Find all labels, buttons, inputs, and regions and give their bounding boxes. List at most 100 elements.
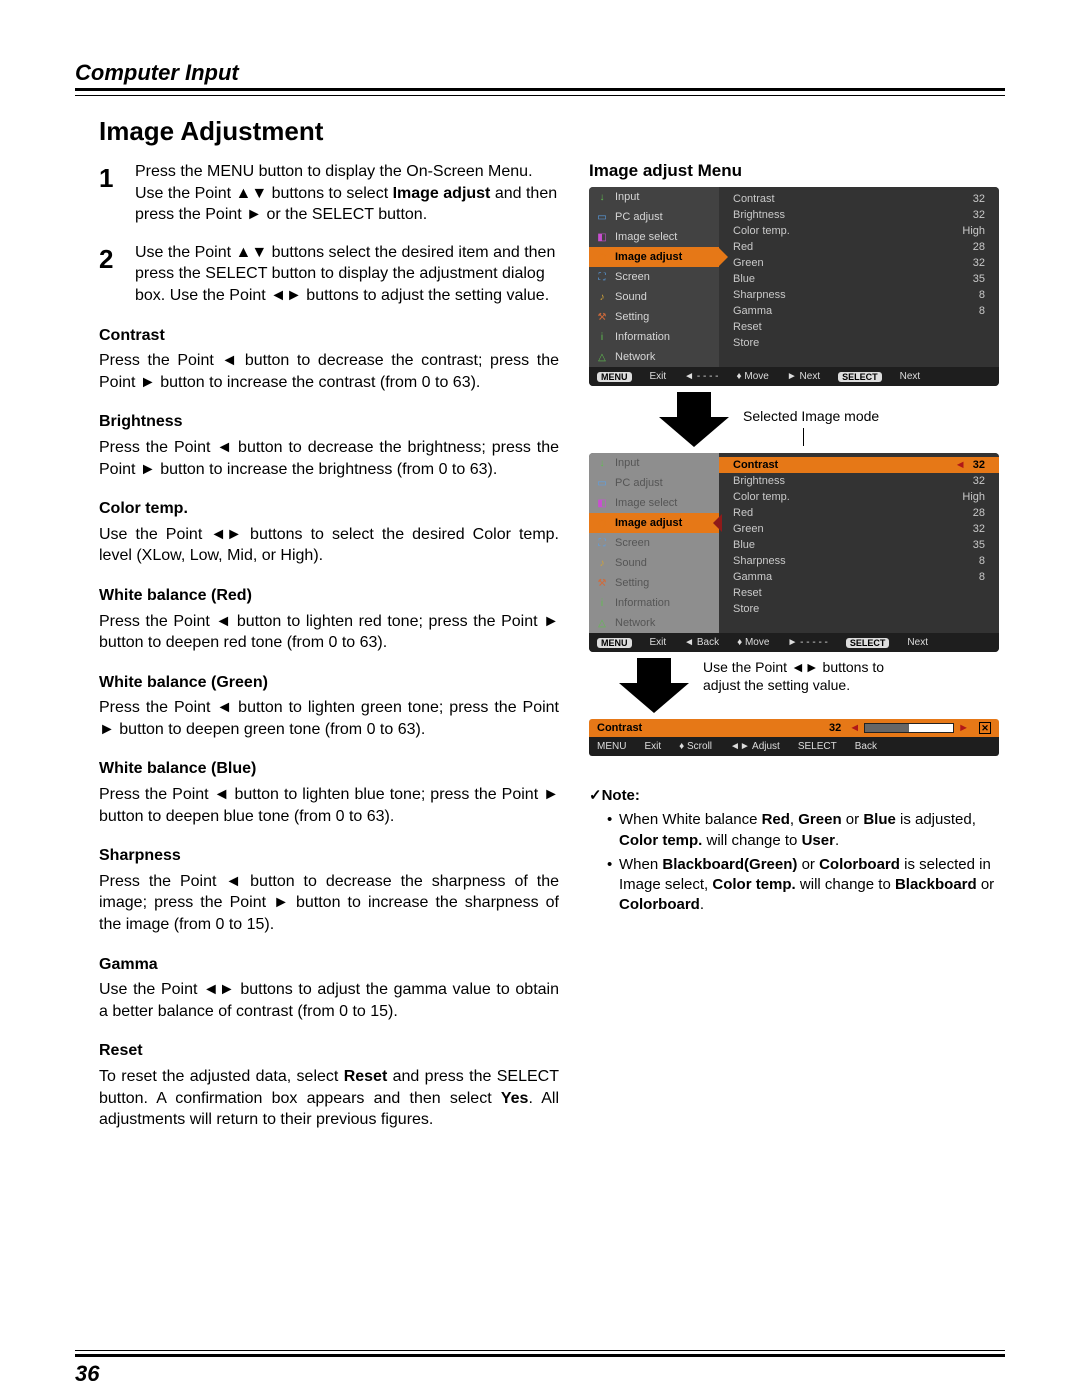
t-bold: Colorboard	[619, 896, 700, 913]
main-value: 35	[973, 273, 985, 285]
pointer-line	[803, 428, 879, 446]
sidebar-label: Network	[615, 351, 655, 363]
menu-icon: ▭	[595, 476, 609, 490]
sidebar-item: ◉Image adjust	[589, 247, 719, 267]
main-label: Gamma	[733, 571, 772, 583]
main-value: 32	[973, 523, 985, 535]
t-bold: Blackboard	[895, 876, 977, 893]
bar-move: ♦ Move	[737, 371, 769, 382]
main-item: Blue35	[719, 271, 999, 287]
sidebar-item: ▭ PC adjust	[589, 473, 719, 493]
sidebar-label: PC adjust	[615, 211, 663, 223]
sidebar-label: Setting	[615, 577, 649, 589]
main-item: Color temp.High	[719, 223, 999, 239]
main-label: Green	[733, 257, 764, 269]
main-label: Color temp.	[733, 225, 790, 237]
main-item: Store	[719, 335, 999, 351]
left-column: 1 Press the MENU button to display the O…	[99, 161, 559, 1131]
note-heading: ✓Note:	[589, 786, 1005, 806]
menu-icon: ↓	[595, 456, 609, 470]
right-tri-icon: ►	[958, 722, 969, 734]
bar-exit: Exit	[650, 637, 667, 648]
sidebar-label: Information	[615, 331, 670, 343]
main-item: Blue 35	[719, 537, 999, 553]
main-value: 8	[979, 555, 985, 567]
sidebar-item: ◧ Image select	[589, 493, 719, 513]
bar-exit: Exit	[650, 371, 667, 382]
sidebar-label: Screen	[615, 537, 650, 549]
select-tag: SELECT	[846, 638, 890, 648]
main-label: Reset	[733, 321, 762, 333]
menu-icon: △	[595, 350, 609, 364]
main-label: Sharpness	[733, 555, 786, 567]
caption-selected: Selected Image mode	[743, 408, 879, 424]
osd-main: Contrast◄ 32Brightness32Color temp.HighR…	[719, 453, 999, 633]
adj-h-wbred: White balance (Red)	[99, 585, 559, 607]
t-bold: Image adjust	[393, 185, 491, 202]
adj-h-wbblue: White balance (Blue)	[99, 758, 559, 780]
adj-body: Press the Point ◄ button to lighten gree…	[99, 697, 559, 740]
sidebar-label: PC adjust	[615, 477, 663, 489]
main-item: Store	[719, 601, 999, 617]
t-bold: Color temp.	[712, 876, 795, 893]
osd-sidebar: ↓Input▭PC adjust◧Image select◉Image adju…	[589, 187, 719, 367]
sidebar-item: ▭ PC adjust	[589, 207, 719, 227]
menu-tag: MENU	[597, 638, 632, 648]
osd-help-bar: MENU Exit ◄ - - - - ♦ Move ► Next SELECT…	[589, 367, 999, 386]
menu-tag: MENU	[597, 372, 632, 382]
note-block: ✓Note: When White balance Red, Green or …	[589, 786, 1005, 916]
main-item: Green 32	[719, 521, 999, 537]
menu-icon: i	[595, 596, 609, 610]
adj-body: Press the Point ◄ button to decrease the…	[99, 350, 559, 393]
adj-h-reset: Reset	[99, 1040, 559, 1062]
t: .	[835, 832, 839, 849]
sidebar-item: ◉Image adjust	[589, 513, 719, 533]
adj-body: Use the Point ◄► buttons to adjust the g…	[99, 979, 559, 1022]
adjust-strip: Contrast 32 ◄ ► ✕	[589, 719, 999, 737]
main-label: Red	[733, 241, 753, 253]
down-arrow-icon	[619, 658, 689, 713]
main-label: Brightness	[733, 209, 785, 221]
bar-exit: Exit	[644, 741, 661, 752]
t: or	[797, 856, 819, 873]
menu-icon: ↓	[595, 190, 609, 204]
section-header: Computer Input	[75, 60, 1005, 91]
t-bold: Color temp.	[619, 832, 702, 849]
select-tag: SELECT	[798, 741, 837, 752]
menu-icon: ⛶	[595, 536, 609, 550]
main-value: 35	[973, 539, 985, 551]
menu-icon: ◉	[595, 516, 609, 530]
page-footer	[75, 1350, 1005, 1357]
main-label: Red	[733, 507, 753, 519]
main-label: Reset	[733, 587, 762, 599]
t: will change to	[796, 876, 895, 893]
t: will change to	[702, 832, 801, 849]
main-label: Color temp.	[733, 491, 790, 503]
page-number: 36	[75, 1361, 99, 1387]
bar-back: ◄ Back	[684, 637, 719, 648]
strip-value: 32	[829, 722, 841, 734]
main-item: Brightness32	[719, 473, 999, 489]
menu-icon: ▭	[595, 210, 609, 224]
menu-icon: ◧	[595, 496, 609, 510]
main-value: ◄ 32	[955, 459, 985, 471]
main-item: Reset	[719, 585, 999, 601]
adj-body: Press the Point ◄ button to decrease the…	[99, 437, 559, 480]
main-item: Gamma8	[719, 303, 999, 319]
osd-menu-2: ↓Input▭PC adjust◧Image select◉Image adju…	[589, 453, 999, 652]
main-item: Red28	[719, 239, 999, 255]
sidebar-label: Image select	[615, 497, 677, 509]
main-item: Sharpness8	[719, 287, 999, 303]
adj-h-gamma: Gamma	[99, 954, 559, 976]
t: ,	[790, 811, 798, 828]
sidebar-label: Image adjust	[615, 251, 682, 263]
t-bold: Reset	[344, 1068, 388, 1085]
adj-body: Press the Point ◄ button to decrease the…	[99, 871, 559, 936]
main-label: Green	[733, 523, 764, 535]
main-label: Blue	[733, 539, 755, 551]
osd-menu-1: ↓Input▭PC adjust◧Image select◉Image adju…	[589, 187, 999, 386]
adj-body: Use the Point ◄► buttons to select the d…	[99, 524, 559, 567]
main-label: Sharpness	[733, 289, 786, 301]
sidebar-label: Screen	[615, 271, 650, 283]
left-tri-icon: ◄	[849, 722, 860, 734]
